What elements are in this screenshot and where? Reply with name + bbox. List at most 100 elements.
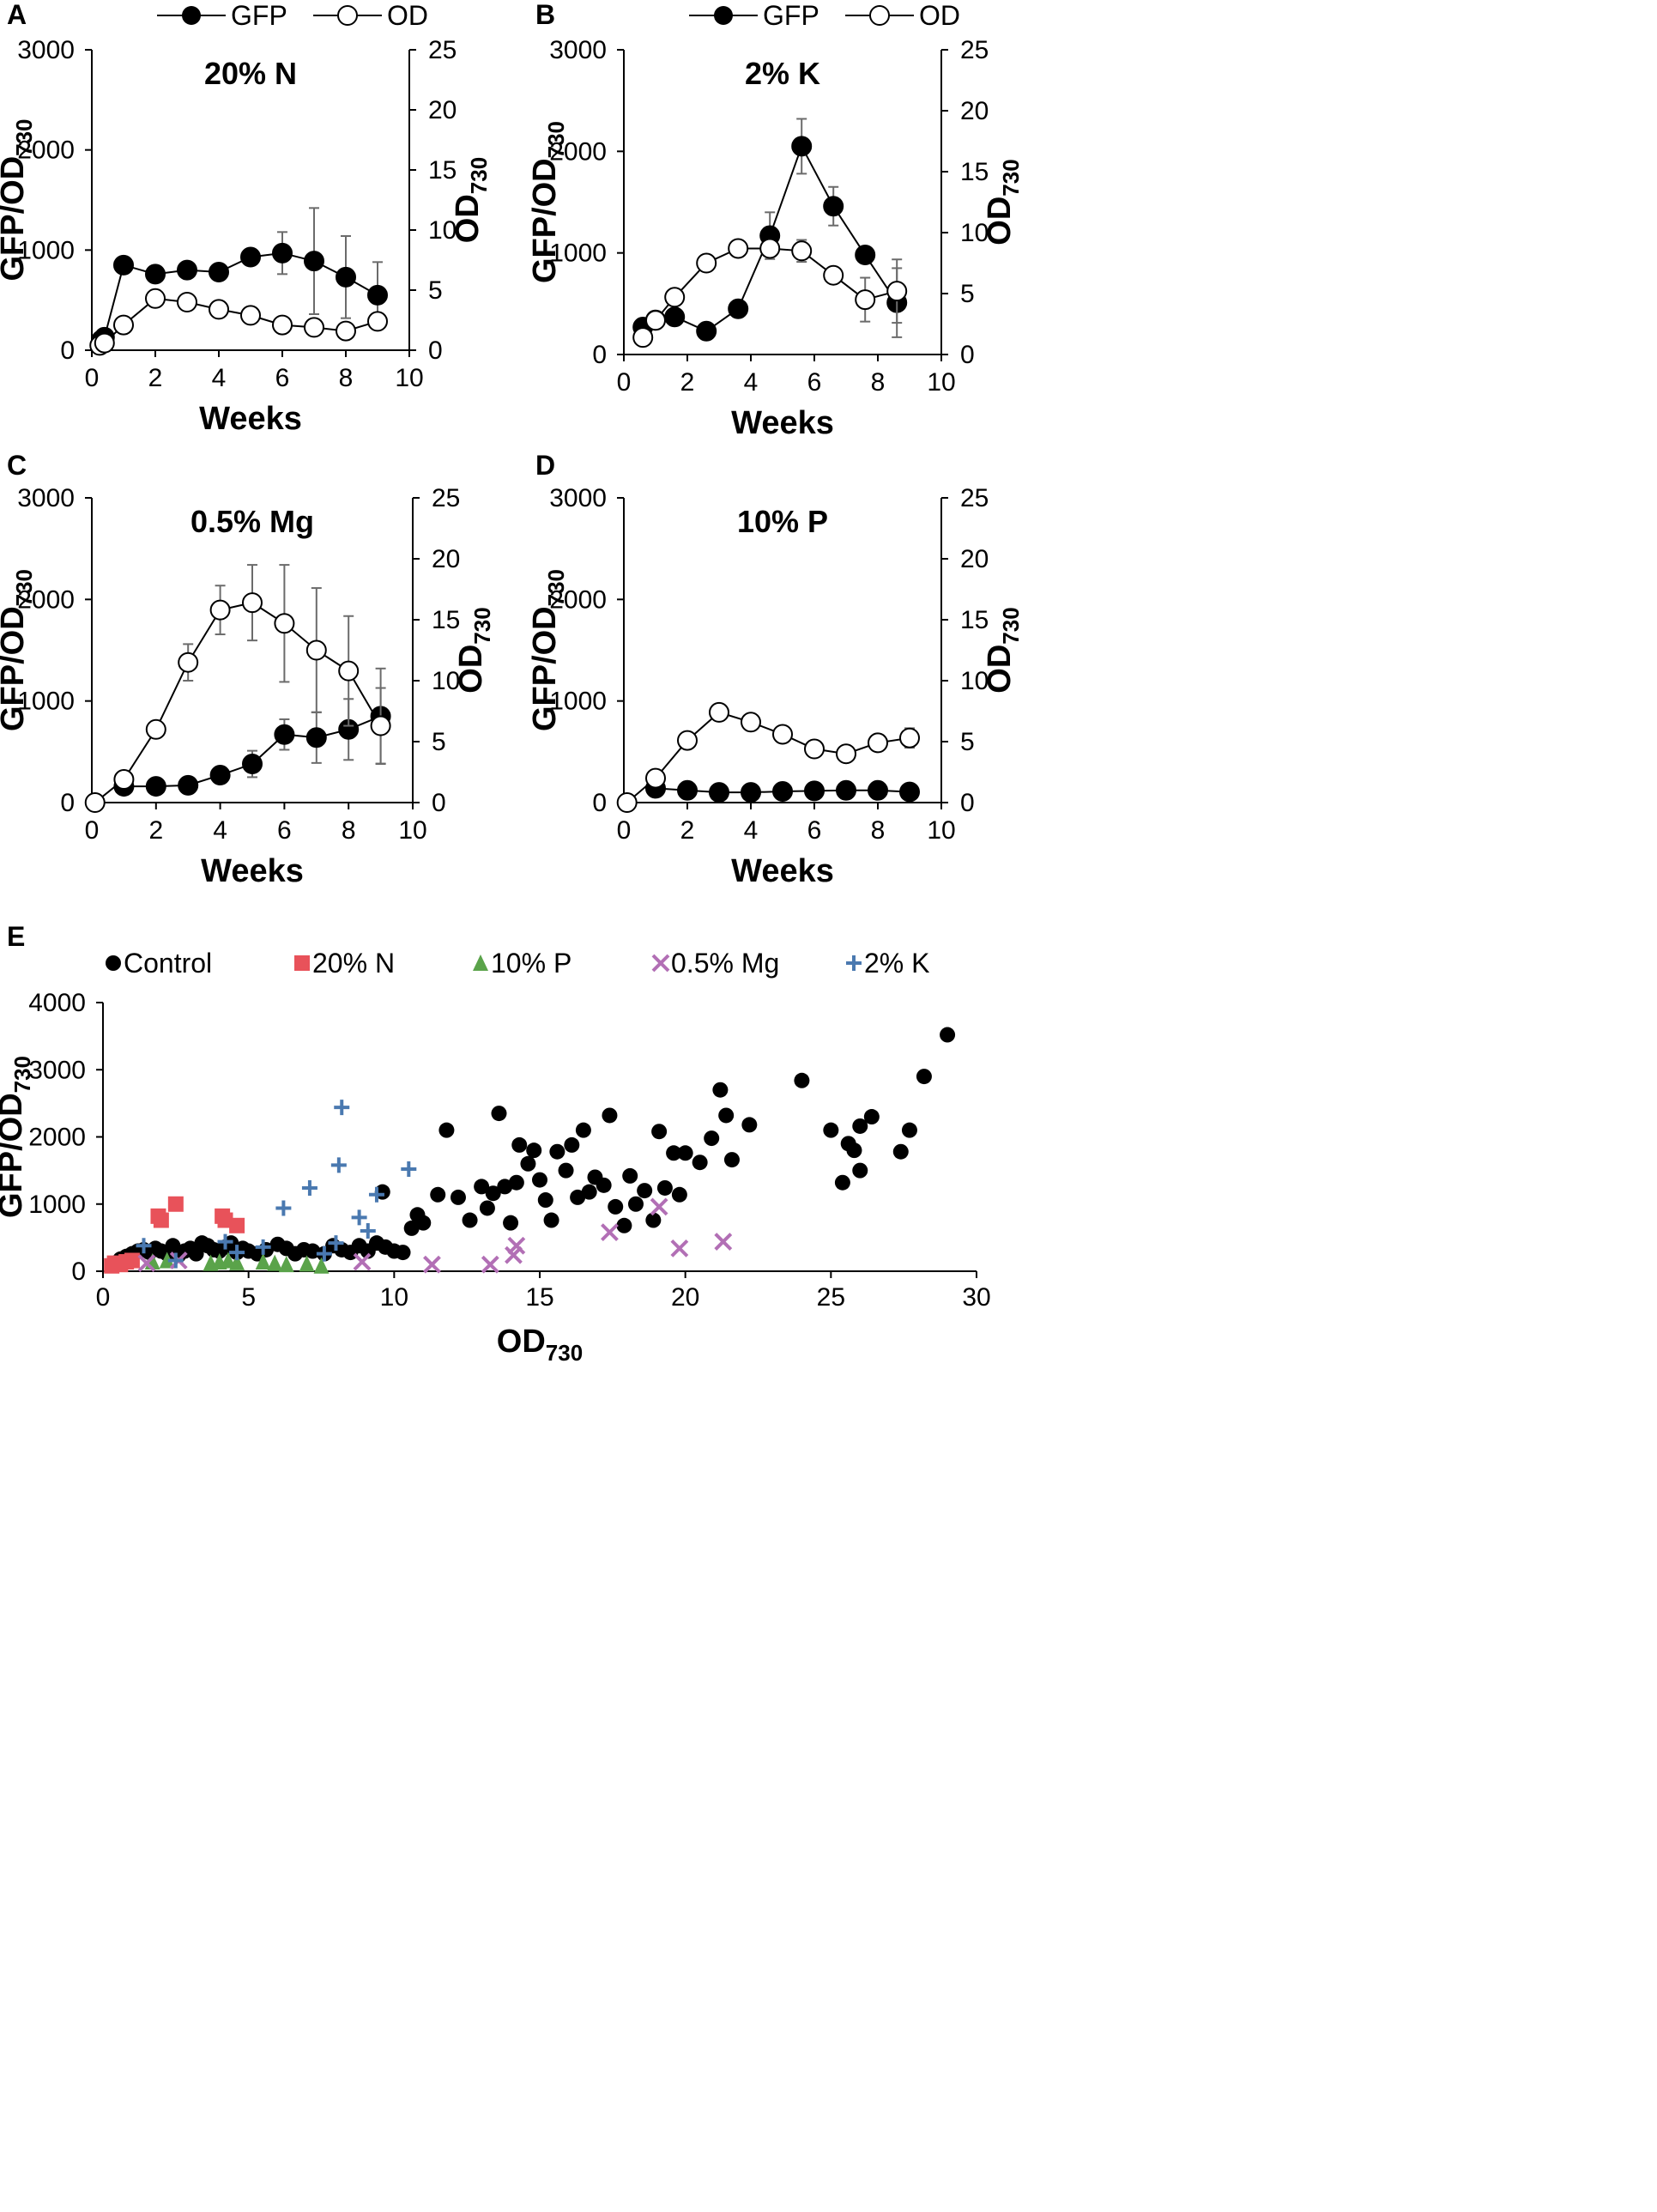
panel-letter: D (535, 450, 555, 481)
data-point (272, 314, 293, 336)
y-tick-label: 4000 (28, 989, 86, 1017)
y2-tick-label: 25 (960, 484, 989, 512)
x-axis-title-subscript: 730 (546, 1340, 583, 1366)
data-point (823, 264, 844, 286)
data-point (791, 136, 813, 157)
y-tick-label: 3000 (28, 1056, 86, 1084)
panel-letter: B (535, 0, 555, 30)
x-tick-label: 10 (927, 816, 955, 845)
panel-d: D0 2 4 6 8 1001000200030000510152025WeeksGFP/… (527, 450, 1024, 889)
data-point (581, 1184, 597, 1200)
y-tick-label: 2000 (17, 136, 75, 165)
data-point (94, 332, 115, 354)
data-point (846, 955, 862, 971)
y2-tick-label: 0 (432, 789, 446, 817)
data-point (137, 1254, 156, 1273)
data-point (462, 1212, 478, 1228)
data-point (145, 288, 166, 309)
data-point (564, 1136, 580, 1153)
y-tick-label: 3000 (17, 36, 75, 64)
data-point (627, 1196, 644, 1212)
data-point (503, 1215, 519, 1231)
data-point (368, 1186, 384, 1203)
data-point (305, 727, 327, 748)
data-point (677, 779, 698, 801)
data-point (313, 1257, 330, 1274)
x-tick-label: 2 (680, 368, 695, 397)
x-tick-label: 2 (680, 816, 695, 845)
data-point (899, 781, 920, 803)
data-point (508, 1174, 524, 1191)
panel-letter: E (7, 921, 25, 952)
data-point (267, 1254, 283, 1271)
data-point (299, 1255, 315, 1272)
data-point (772, 780, 793, 802)
data-point (336, 320, 356, 342)
data-point (537, 1192, 553, 1209)
data-point (395, 1245, 411, 1261)
y2-tick-label: 20 (428, 96, 457, 124)
x-tick-label: 6 (277, 816, 292, 845)
data-point (275, 1200, 292, 1216)
data-point (650, 1197, 668, 1216)
panel-c: C0 2 4 6 8 1001000200030000510152025WeeksGFP/… (0, 450, 495, 889)
x-tick-label: 10 (380, 1283, 408, 1312)
series-od (632, 238, 908, 348)
data-point (718, 1107, 735, 1124)
data-point (360, 1223, 376, 1239)
data-point (852, 1162, 868, 1179)
data-point (677, 1145, 693, 1161)
data-point (836, 743, 856, 765)
x-tick-label: 0 (96, 1283, 111, 1312)
y-tick-label: 2000 (17, 585, 75, 614)
data-point (220, 1251, 236, 1269)
y2-tick-label: 15 (960, 606, 989, 634)
data-point (124, 1252, 140, 1269)
data-point (696, 320, 717, 342)
data-point (696, 252, 717, 274)
y2-tick-label: 20 (960, 545, 989, 573)
data-point (481, 1255, 499, 1274)
data-point (305, 1243, 321, 1259)
data-point (209, 765, 231, 786)
data-point (692, 1154, 708, 1171)
y-axis-title-main: GFP/OD (0, 606, 31, 731)
legend: Control 20% N 10% P 0.5% Mg 2% K (106, 948, 929, 979)
legend-label-gfp: GFP (231, 0, 287, 31)
data-point (601, 1223, 619, 1242)
data-point (666, 1145, 682, 1161)
data-point (772, 724, 793, 745)
x-tick-label: 10 (927, 368, 955, 397)
data-point (645, 310, 666, 331)
y-tick-label: 1000 (17, 688, 75, 716)
x-tick-label: 2 (148, 364, 163, 392)
y-tick-label: 2000 (549, 137, 607, 166)
x-tick-label: 6 (807, 368, 822, 397)
data-point (113, 314, 134, 336)
data-point (229, 1245, 245, 1261)
y2-axis-title-main: OD (450, 194, 486, 243)
data-point (178, 774, 199, 796)
y2-axis-title-subscript: 730 (998, 159, 1024, 196)
data-point (485, 1185, 501, 1202)
x-tick-label: 10 (398, 816, 426, 845)
panel-b: B0 2 4 6 8 1001000200030000510152025WeeksGFP/… (527, 0, 1024, 441)
data-point (520, 1155, 536, 1172)
data-point (868, 779, 888, 801)
x-tick-label: 8 (342, 816, 356, 845)
series-od (84, 564, 391, 813)
y2-tick-label: 20 (432, 545, 460, 573)
x-tick-label: 6 (275, 364, 290, 392)
data-point (886, 281, 908, 302)
data-point (497, 1179, 513, 1195)
data-point (209, 599, 231, 621)
data-point (671, 1186, 687, 1203)
data-point (304, 251, 324, 272)
y-axis-title-main: GFP/OD (0, 156, 31, 282)
data-point (255, 1239, 271, 1255)
data-point (852, 1118, 868, 1134)
legend-marker-gfp (182, 6, 201, 25)
data-point (353, 1252, 372, 1271)
y-tick-label: 3000 (549, 484, 607, 512)
